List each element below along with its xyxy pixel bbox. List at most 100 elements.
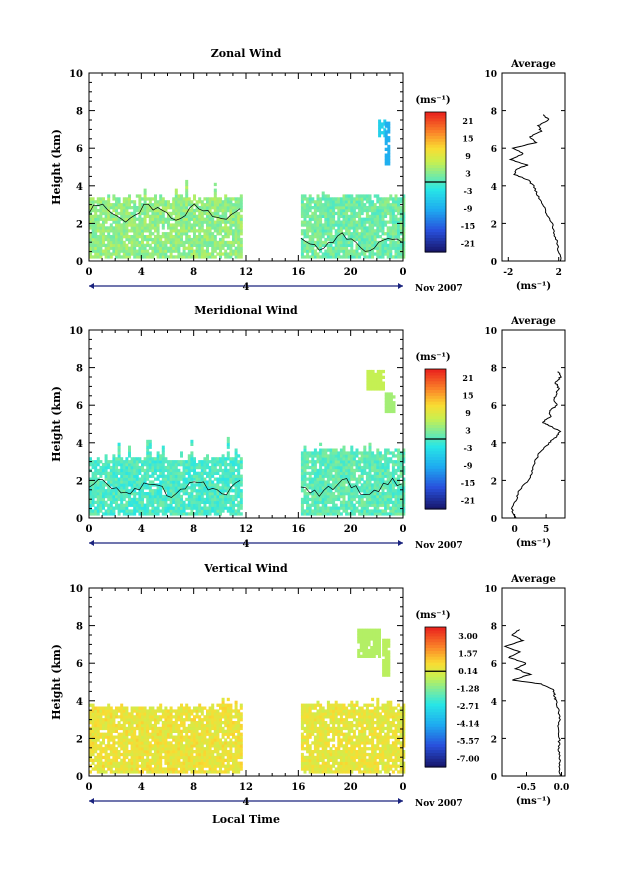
heatmap-cell [167,468,170,473]
heatmap-cell [239,477,243,481]
heatmap-cell [221,500,225,504]
heatmap-cell [107,758,111,762]
heatmap-cell [99,208,103,213]
heatmap-cell [206,220,209,224]
heatmap-cell [180,252,183,256]
heatmap-cell [117,243,121,247]
heatmap-cell [190,457,194,461]
heatmap-cell [154,246,157,250]
heatmap-cell [125,761,129,765]
heatmap-cell [177,764,181,768]
heatmap-cell [128,220,131,224]
heatmap-cell [195,506,199,510]
heatmap-cell [187,211,191,216]
heatmap-cell [316,457,320,461]
heatmap-cell [311,211,315,216]
heatmap-cell [371,255,375,259]
heatmap-cell [156,246,160,250]
heatmap-cell [368,480,372,484]
heatmap-cell [311,217,315,221]
heatmap-cell [200,237,204,242]
heatmap-cell [143,235,147,239]
heatmap-cell [371,246,375,250]
heatmap-cell [151,729,155,733]
heatmap-cell [96,494,100,499]
heatmap-cell [324,232,328,236]
heatmap-cell [89,729,92,733]
heatmap-cell [355,448,359,452]
heatmap-cell [91,503,95,507]
heatmap-cell [324,509,328,513]
heatmap-cell [96,255,100,259]
heatmap-cell [125,735,129,739]
heatmap-cell [226,197,230,201]
heatmap-cell [167,206,170,210]
heatmap-cell [151,752,155,757]
heatmap-cell [384,246,388,250]
heatmap-cell [193,240,196,245]
heatmap-cell [389,206,393,210]
heatmap-cell [172,237,176,242]
heatmap-cell [303,497,307,502]
heatmap-cell [104,252,108,256]
heatmap-cell [198,200,202,204]
heatmap-cell [211,486,215,490]
heatmap-cell [138,223,142,227]
x-tick-label: 20 [344,267,358,278]
heatmap-cell [161,445,165,449]
heatmap-cell [148,232,152,236]
heatmap-cell [321,208,325,213]
heatmap-cell [177,200,181,204]
heatmap-cell [193,211,196,216]
heatmap-cell [159,744,163,748]
heatmap-cell [368,243,372,247]
heatmap-cell [91,206,95,210]
heatmap-cell [384,133,388,137]
heatmap-cell [185,191,189,195]
heatmap-cell [135,721,139,725]
heatmap-cell [352,454,356,458]
heatmap-cell [156,489,160,493]
heatmap-cell [239,240,243,245]
heatmap-cell [125,721,129,725]
heatmap-cell [332,468,336,473]
heatmap-cell [151,457,155,461]
heatmap-cell [193,477,196,481]
heatmap-cell [104,211,108,216]
heatmap-cell [211,217,215,221]
heatmap-cell [138,726,142,731]
heatmap-cell [234,460,238,464]
heatmap-cell [133,480,137,484]
heatmap-cell [195,235,199,239]
heatmap-cell [319,211,323,216]
heatmap-cell [120,709,124,713]
heatmap-cell [368,240,372,245]
heatmap-cell [102,764,105,768]
heatmap-cell [128,235,131,239]
heatmap-cell [89,489,92,493]
heatmap-cell [190,474,194,478]
heatmap-cell [334,200,338,204]
heatmap-cell [321,232,325,236]
heatmap-cell [151,744,155,748]
heatmap-cell [128,729,131,733]
heatmap-cell [128,255,131,259]
heatmap-cell [94,492,98,496]
heatmap-cell [391,480,395,484]
heatmap-cell [232,208,235,213]
heatmap-cell [332,252,336,256]
heatmap-cell [151,463,155,467]
heatmap-cell [329,252,333,256]
heatmap-cell [117,463,121,467]
heatmap-cell [386,252,390,256]
heatmap-cell [352,226,356,230]
heatmap-cell [206,497,209,502]
heatmap-cell [104,750,108,754]
heatmap-cell [146,252,150,256]
heatmap-cell [373,246,377,250]
heatmap-cell [345,249,349,253]
heatmap-cell [130,468,134,473]
heatmap-cell [394,232,398,236]
heatmap-cell [334,474,338,478]
heatmap-cell [128,451,131,455]
